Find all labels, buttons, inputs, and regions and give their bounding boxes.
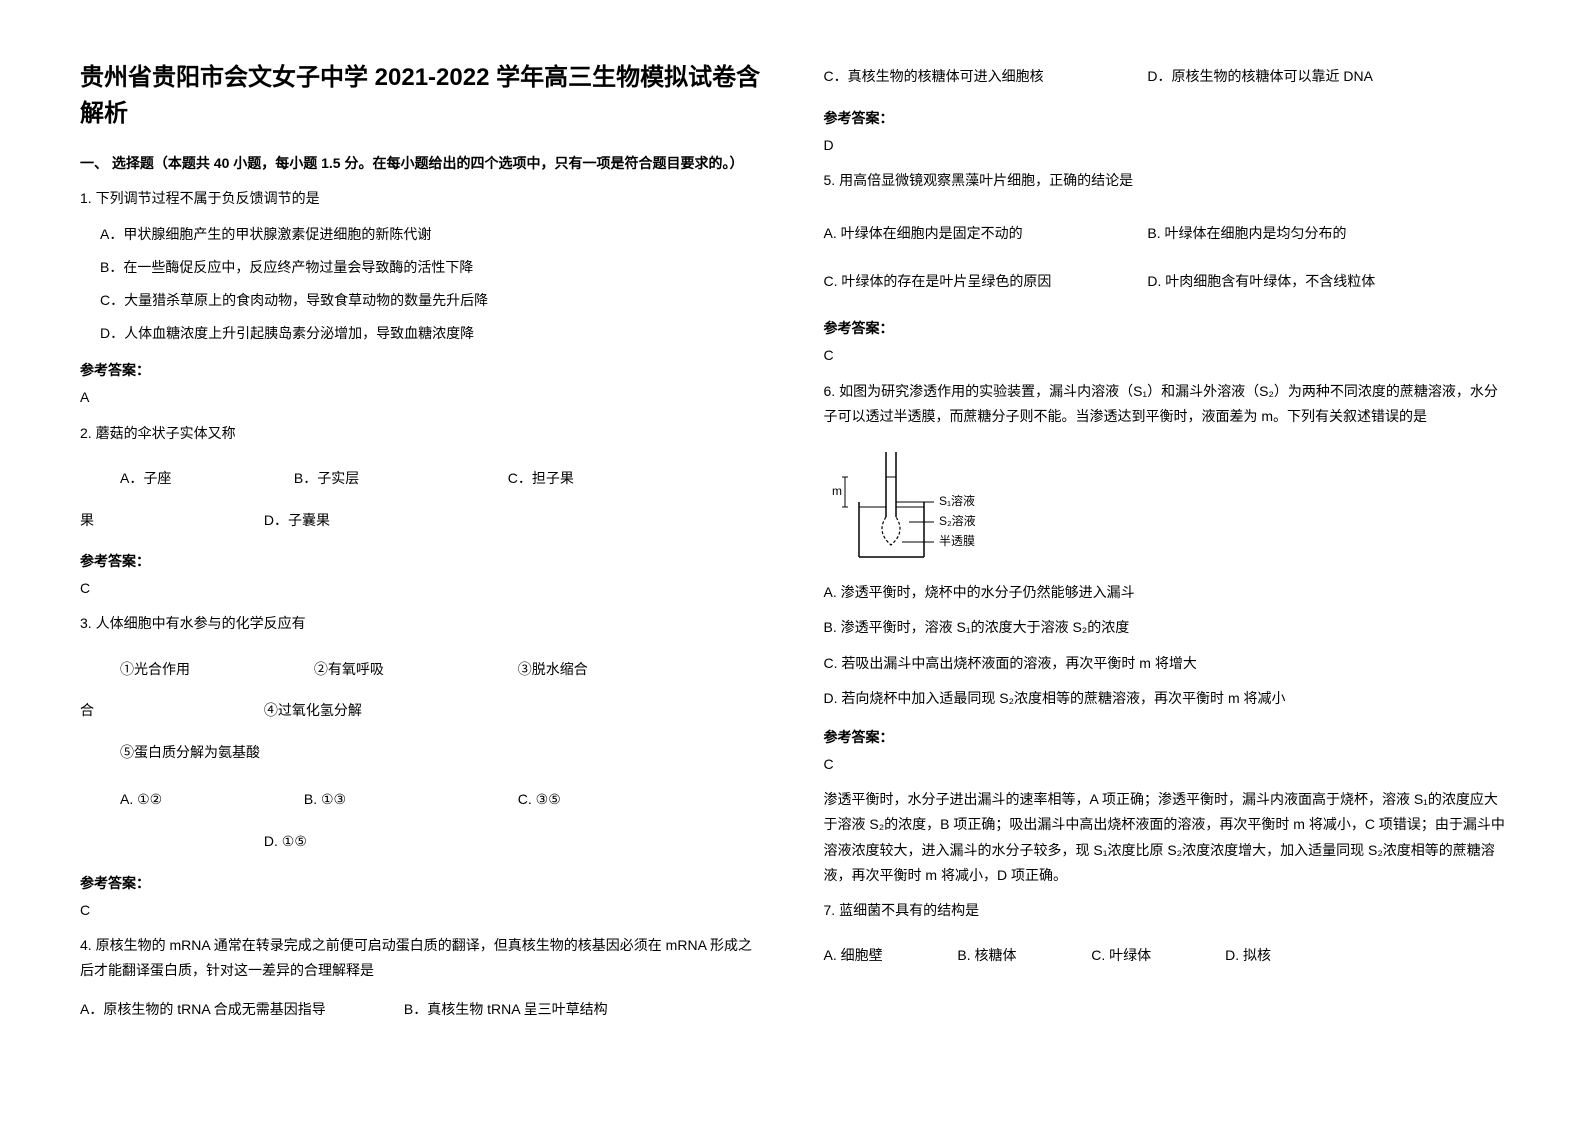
q2-option-a: A．子座	[80, 462, 290, 496]
q4-answer: D	[824, 134, 1508, 156]
q6-stem: 6. 如图为研究渗透作用的实验装置，漏斗内溶液（S₁）和漏斗外溶液（S₂）为两种…	[824, 379, 1508, 429]
q1-option-c: C．大量猎杀草原上的食肉动物，导致食草动物的数量先升后降	[80, 288, 764, 313]
m-label: m	[832, 484, 842, 498]
q5-answer: C	[824, 344, 1508, 366]
q1-answer: A	[80, 386, 764, 408]
q4-stem: 4. 原核生物的 mRNA 通常在转录完成之前便可启动蛋白质的翻译，但真核生物的…	[80, 933, 764, 983]
s1-label: S₁溶液	[939, 493, 975, 508]
q1-option-d: D．人体血糖浓度上升引起胰岛素分泌增加，导致血糖浓度降	[80, 321, 764, 346]
q6-option-a: A. 渗透平衡时，烧杯中的水分子仍然能够进入漏斗	[824, 580, 1508, 605]
q3-options-row2: D. ①⑤	[80, 825, 764, 859]
q3-option-c: C. ③⑤	[518, 783, 561, 817]
q3-options-row1: A. ①② B. ①③ C. ③⑤	[80, 783, 764, 817]
q3-item1: ①光合作用	[80, 653, 310, 687]
q3-answer-label: 参考答案：	[80, 873, 764, 893]
q1-answer-label: 参考答案：	[80, 360, 764, 380]
q4-options-row1: A．原核生物的 tRNA 合成无需基因指导 B．真核生物 tRNA 呈三叶草结构	[80, 993, 764, 1027]
q1-option-b: B．在一些酶促反应中，反应终产物过量会导致酶的活性下降	[80, 255, 764, 280]
q5-option-b: B. 叶绿体在细胞内是均匀分布的	[1147, 217, 1346, 251]
q2-option-b: B．子实层	[294, 462, 504, 496]
osmosis-diagram-svg: m S₁溶液 S₂溶液 半透膜	[824, 447, 1024, 567]
q6-option-b: B. 渗透平衡时，溶液 S₁的浓度大于溶液 S₂的浓度	[824, 615, 1508, 640]
q7-options: A. 细胞壁 B. 核糖体 C. 叶绿体 D. 拟核	[824, 939, 1508, 973]
q6-diagram: m S₁溶液 S₂溶液 半透膜	[824, 447, 1508, 572]
q3-option-a: A. ①②	[80, 783, 300, 817]
q3-option-d: D. ①⑤	[264, 825, 307, 859]
q5-answer-label: 参考答案：	[824, 318, 1508, 338]
q6-answer-label: 参考答案：	[824, 727, 1508, 747]
q3-item5: ⑤蛋白质分解为氨基酸	[120, 736, 260, 770]
q3-row1: ①光合作用 ②有氧呼吸 ③脱水缩合	[80, 653, 764, 687]
q5-options-row2: C. 叶绿体的存在是叶片呈绿色的原因 D. 叶肉细胞含有叶绿体，不含线粒体	[824, 265, 1508, 299]
q1-option-a: A．甲状腺细胞产生的甲状腺激素促进细胞的新陈代谢	[80, 222, 764, 247]
q5-option-d: D. 叶肉细胞含有叶绿体，不含线粒体	[1147, 265, 1375, 299]
q7-option-d: D. 拟核	[1225, 939, 1271, 973]
q3-item4: ④过氧化氢分解	[264, 694, 362, 728]
q7-stem: 7. 蓝细菌不具有的结构是	[824, 898, 1508, 923]
q7-option-c: C. 叶绿体	[1091, 939, 1221, 973]
q3-row3: ⑤蛋白质分解为氨基酸	[80, 736, 764, 770]
q2-options-row1: A．子座 B．子实层 C．担子果	[80, 462, 764, 496]
q1-stem: 1. 下列调节过程不属于负反馈调节的是	[80, 186, 764, 211]
q3-row2: 合 ④过氧化氢分解	[80, 694, 764, 728]
q6-option-d: D. 若向烧杯中加入适最同现 S₂浓度相等的蔗糖溶液，再次平衡时 m 将减小	[824, 686, 1508, 711]
q2-stem: 2. 蘑菇的伞状子实体又称	[80, 421, 764, 446]
q5-options-row1: A. 叶绿体在细胞内是固定不动的 B. 叶绿体在细胞内是均匀分布的	[824, 217, 1508, 251]
q5-stem: 5. 用高倍显微镜观察黑藻叶片细胞，正确的结论是	[824, 168, 1508, 193]
q2-options-row2: 果 D．子囊果	[80, 504, 764, 538]
q5-option-c: C. 叶绿体的存在是叶片呈绿色的原因	[824, 265, 1144, 299]
q2-option-d: D．子囊果	[264, 504, 330, 538]
q2-answer-label: 参考答案：	[80, 551, 764, 571]
q6-answer: C	[824, 753, 1508, 775]
q3-option-b: B. ①③	[304, 783, 514, 817]
section-header: 一、 选择题（本题共 40 小题，每小题 1.5 分。在每小题给出的四个选项中，…	[80, 152, 764, 174]
right-column: C．真核生物的核糖体可进入细胞核 D．原核生物的核糖体可以靠近 DNA 参考答案…	[824, 60, 1508, 1062]
q2-answer: C	[80, 577, 764, 599]
membrane-label: 半透膜	[939, 534, 975, 548]
q3-stem: 3. 人体细胞中有水参与的化学反应有	[80, 611, 764, 636]
page-title: 贵州省贵阳市会文女子中学 2021-2022 学年高三生物模拟试卷含解析	[80, 60, 764, 132]
q4-option-c: C．真核生物的核糖体可进入细胞核	[824, 60, 1144, 94]
q3-item2: ②有氧呼吸	[314, 653, 514, 687]
q3-item3: ③脱水缩合	[518, 653, 588, 687]
q3-answer: C	[80, 899, 764, 921]
q6-explanation: 渗透平衡时，水分子进出漏斗的速率相等，A 项正确；渗透平衡时，漏斗内液面高于烧杯…	[824, 787, 1508, 888]
q5-option-a: A. 叶绿体在细胞内是固定不动的	[824, 217, 1144, 251]
q4-options-row2: C．真核生物的核糖体可进入细胞核 D．原核生物的核糖体可以靠近 DNA	[824, 60, 1508, 94]
q6-option-c: C. 若吸出漏斗中高出烧杯液面的溶液，再次平衡时 m 将增大	[824, 651, 1508, 676]
q7-option-b: B. 核糖体	[957, 939, 1087, 973]
q4-answer-label: 参考答案：	[824, 108, 1508, 128]
q4-option-a: A．原核生物的 tRNA 合成无需基因指导	[80, 993, 400, 1027]
q4-option-d: D．原核生物的核糖体可以靠近 DNA	[1147, 60, 1373, 94]
q7-option-a: A. 细胞壁	[824, 939, 954, 973]
left-column: 贵州省贵阳市会文女子中学 2021-2022 学年高三生物模拟试卷含解析 一、 …	[80, 60, 764, 1062]
q2-option-c: C．担子果	[508, 462, 574, 496]
q4-option-b: B．真核生物 tRNA 呈三叶草结构	[404, 993, 608, 1027]
s2-label: S₂溶液	[939, 513, 976, 528]
